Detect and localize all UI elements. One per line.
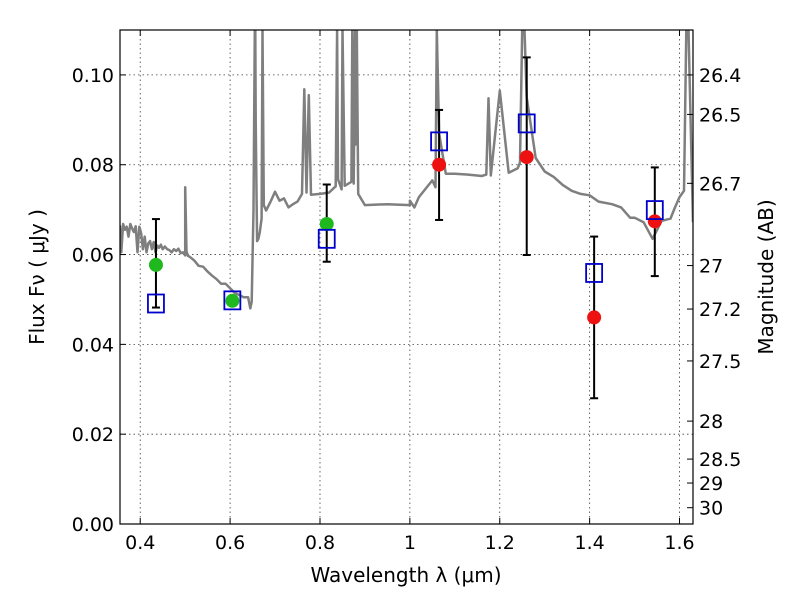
y-tick-label: 0.10	[72, 65, 114, 87]
error-bars	[151, 56, 659, 400]
magnitude-tick-label: 27.2	[699, 299, 741, 321]
magnitude-tick-label: 26.5	[699, 104, 741, 126]
model-square-marker	[317, 228, 336, 249]
model-square-marker	[147, 293, 165, 314]
magnitude-tick-label: 30	[699, 498, 723, 520]
magnitude-tick-label: 26.4	[699, 65, 741, 87]
magnitude-tick-label: 26.7	[699, 173, 741, 195]
model-square-marker	[223, 290, 242, 311]
green-data-point	[148, 257, 163, 272]
x-tick-label: 0.6	[215, 532, 245, 554]
model-square-marker	[645, 200, 664, 220]
y-tick-label: 0.00	[72, 514, 114, 536]
y-axis-label: Flux Fν ( μJy )	[25, 209, 49, 345]
magnitude-tick-label: 27	[699, 256, 723, 278]
magnitude-tick-label: 28.5	[699, 449, 741, 471]
x-tick-label: 0.4	[125, 532, 155, 554]
x-tick-label: 1.6	[664, 532, 694, 554]
x-tick-label: 1.2	[485, 532, 515, 554]
x-tick-label: 0.8	[305, 532, 335, 554]
red-data-point	[587, 310, 602, 325]
green-data-point	[225, 293, 240, 308]
red-data-point	[432, 157, 447, 172]
y-tick-label: 0.08	[72, 155, 114, 177]
x-axis-label: Wavelength λ (μm)	[310, 563, 501, 587]
spectrum-line	[120, 30, 693, 310]
grid-lines	[120, 30, 693, 525]
y-tick-label: 0.04	[72, 334, 114, 356]
plot-frame	[119, 29, 694, 525]
model-square-marker	[517, 113, 536, 134]
green-data-point	[319, 217, 334, 232]
magnitude-tick-label: 29	[699, 473, 723, 495]
y-tick-label: 0.06	[72, 245, 114, 267]
model-square-marker	[585, 263, 604, 283]
magnitude-axis-label: Magnitude (AB)	[754, 199, 778, 354]
model-square-marker	[430, 131, 448, 152]
x-tick-label: 1	[404, 532, 416, 554]
red-data-point	[647, 214, 662, 229]
x-tick-label: 1.4	[575, 532, 605, 554]
magnitude-tick-label: 27.5	[699, 351, 741, 373]
data-markers	[147, 113, 664, 325]
y-tick-label: 0.02	[72, 424, 114, 446]
model-spectrum	[120, 30, 693, 310]
magnitude-tick-label: 28	[699, 411, 723, 433]
axis-ticks: 0.4 0.6 0.8 1 1.2 1.4 1.6 0.00 0.02 0.04 0.06 0.08 0…	[72, 30, 741, 554]
red-data-point	[519, 150, 534, 165]
